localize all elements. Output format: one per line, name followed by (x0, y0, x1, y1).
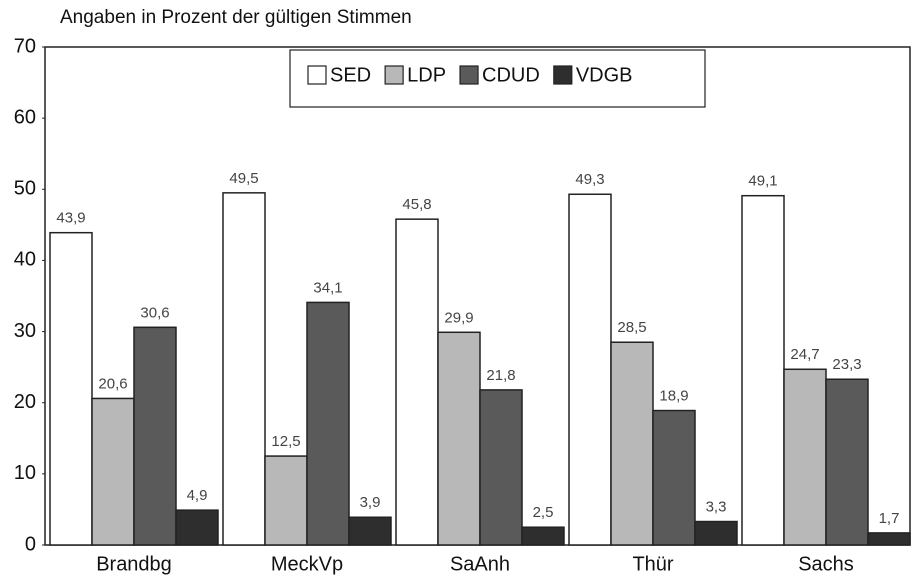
value-label: 1,7 (879, 510, 900, 527)
value-label: 49,5 (229, 170, 258, 187)
bar (521, 526, 565, 546)
value-label: 21,8 (486, 367, 515, 384)
bar (741, 194, 785, 546)
bar (652, 409, 696, 546)
legend-swatch (384, 65, 404, 85)
bar (348, 516, 392, 546)
value-label: 43,9 (56, 210, 85, 227)
value-label: 4,9 (187, 487, 208, 504)
value-label: 12,5 (271, 433, 300, 450)
bar (175, 509, 219, 546)
x-tick-label: Thür (632, 553, 673, 575)
value-label: 34,1 (313, 279, 342, 296)
x-tick-label: SaAnh (450, 553, 510, 575)
value-label: 30,6 (140, 304, 169, 321)
value-label: 28,5 (617, 319, 646, 336)
y-tick-label: 0 (25, 533, 36, 555)
value-label: 3,9 (360, 494, 381, 511)
y-tick-label: 70 (14, 35, 36, 57)
bar (49, 231, 93, 546)
bar (306, 301, 350, 546)
value-label: 3,3 (706, 498, 727, 515)
bar (783, 368, 827, 546)
legend-label: CDUD (482, 64, 540, 86)
bar (91, 397, 135, 546)
bar (437, 331, 481, 546)
bar (867, 532, 911, 546)
y-tick-label: 10 (14, 462, 36, 484)
value-label: 29,9 (444, 309, 473, 326)
bar (825, 378, 869, 546)
y-tick-label: 50 (14, 178, 36, 200)
bar (133, 326, 177, 546)
y-tick-label: 40 (14, 249, 36, 271)
legend-label: SED (330, 64, 371, 86)
bar (264, 455, 308, 546)
bar (568, 193, 612, 546)
value-label: 45,8 (402, 196, 431, 213)
legend-swatch (459, 65, 479, 85)
value-label: 23,3 (832, 356, 861, 373)
value-label: 2,5 (533, 504, 554, 521)
chart-title: Angaben in Prozent der gültigen Stimmen (60, 7, 412, 28)
y-tick-label: 20 (14, 391, 36, 413)
x-tick-label: Sachs (798, 553, 854, 575)
y-tick-label: 30 (14, 320, 36, 342)
legend-label: LDP (407, 64, 446, 86)
value-label: 20,6 (98, 375, 127, 392)
y-tick-label: 60 (14, 106, 36, 128)
x-tick-label: MeckVp (271, 553, 343, 575)
legend-box (289, 49, 706, 108)
legend-label: VDGB (576, 64, 633, 86)
legend-swatch (307, 65, 327, 85)
x-tick-label: Brandbg (96, 553, 172, 575)
bar (694, 520, 738, 546)
bar (395, 218, 439, 546)
value-label: 49,1 (748, 173, 777, 190)
bar (610, 341, 654, 546)
value-label: 18,9 (659, 388, 688, 405)
value-label: 24,7 (790, 346, 819, 363)
bar (222, 192, 266, 546)
legend-swatch (553, 65, 573, 85)
bar (479, 389, 523, 546)
value-label: 49,3 (575, 171, 604, 188)
